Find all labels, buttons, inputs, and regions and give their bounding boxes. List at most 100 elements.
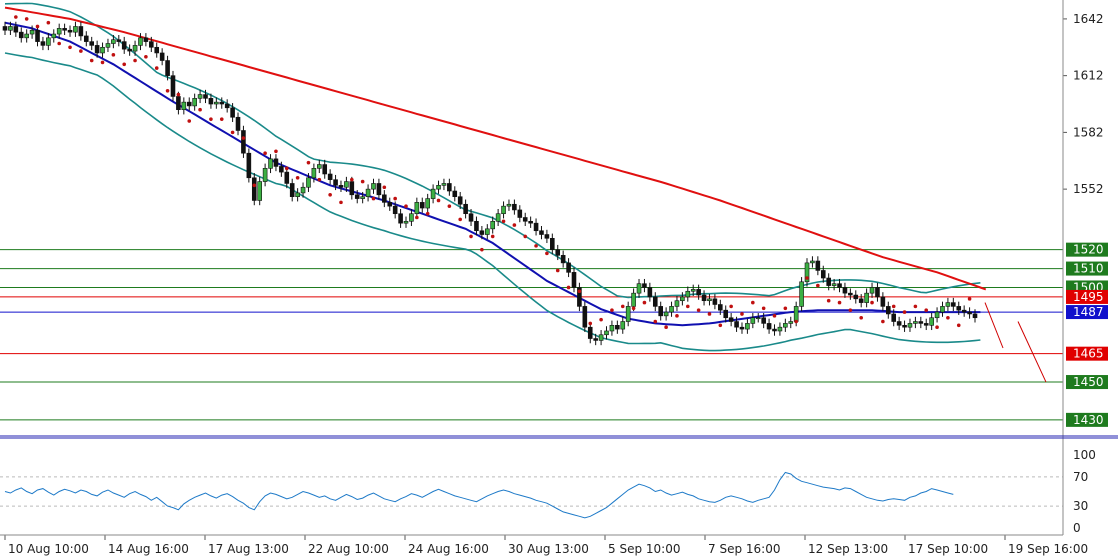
price-tick-label: 1582 — [1073, 125, 1104, 139]
sar-dot — [501, 219, 506, 224]
rsi-panel: 100 70 30 0 — [0, 448, 1096, 535]
candle-body — [961, 309, 967, 313]
sar-dot — [924, 308, 929, 312]
price-tick-label: 1612 — [1073, 69, 1104, 83]
candle-body — [495, 213, 501, 222]
candle-body — [598, 334, 604, 341]
candle-body — [734, 321, 739, 328]
candle-body — [246, 152, 252, 179]
candle-body — [317, 164, 322, 169]
candle-body — [165, 60, 170, 76]
candle-body — [414, 202, 420, 215]
sar-dot — [685, 304, 690, 309]
sar-dot — [675, 314, 679, 318]
candle-body — [105, 43, 111, 48]
candle-body — [224, 103, 230, 109]
sar-dot — [783, 306, 788, 311]
candle-body — [474, 220, 479, 232]
candle-body — [544, 234, 550, 239]
projection-line — [984, 302, 1004, 349]
candle-body — [262, 168, 268, 182]
candle-body — [8, 26, 13, 31]
sar-dot — [848, 308, 853, 312]
candle-body — [951, 302, 956, 307]
candle-body — [387, 202, 393, 207]
sar-dot — [469, 234, 473, 239]
sar-dot — [599, 317, 603, 322]
candle-body — [680, 296, 685, 302]
candle-body — [83, 35, 89, 42]
sar-dot — [328, 193, 332, 197]
candle-body — [170, 75, 176, 97]
candle-body — [273, 158, 279, 167]
candle-body — [116, 39, 122, 42]
sar-dot — [46, 20, 51, 25]
candle-body — [192, 98, 197, 107]
candle-body — [327, 173, 333, 180]
candle-body — [902, 325, 907, 328]
candle-body — [268, 158, 273, 169]
sar-dot — [165, 88, 170, 93]
candle-body — [593, 338, 598, 341]
sar-dot — [241, 136, 246, 140]
sar-dot — [545, 251, 549, 256]
time-label: 10 Aug 10:00 — [8, 542, 89, 556]
sar-dot — [805, 276, 809, 280]
sar-dot — [555, 268, 560, 273]
sar-dot — [512, 223, 517, 227]
candle-body — [506, 203, 512, 207]
candle-body — [766, 323, 772, 330]
level-badge — [1066, 412, 1108, 427]
candle-body — [891, 313, 897, 322]
candle-body — [2, 26, 8, 31]
sar-dot — [870, 300, 874, 305]
candle-body — [419, 202, 425, 209]
candle-body — [73, 26, 78, 33]
sar-dot — [252, 183, 257, 188]
candle-body — [452, 190, 458, 197]
candle-body — [923, 323, 929, 326]
candle-body — [907, 323, 913, 328]
candle-body — [398, 213, 403, 224]
candle-body — [858, 298, 864, 303]
level-badge — [1066, 261, 1108, 276]
candle-body — [642, 283, 647, 288]
level-label: 1520 — [1073, 243, 1104, 257]
sar-dot — [230, 130, 235, 135]
candle-body — [306, 177, 311, 188]
sar-dot — [371, 196, 376, 201]
candle-body — [230, 107, 235, 118]
candle-body — [463, 203, 468, 215]
ma-blue-line — [4, 21, 981, 327]
candle-body — [582, 306, 588, 328]
candle-body — [121, 41, 127, 50]
price-panel: 1642161215821552152015101500149514871465… — [0, 2, 1108, 427]
candle-body — [772, 328, 777, 332]
price-tick-label: 1642 — [1073, 12, 1104, 26]
candle-body — [279, 166, 284, 173]
candle-body — [528, 220, 533, 224]
candle-body — [739, 326, 745, 330]
sar-dot — [631, 306, 636, 311]
rsi-tick-label: 30 — [1073, 499, 1088, 513]
candle-body — [300, 186, 306, 194]
candle-body — [842, 287, 848, 294]
candle-body — [29, 29, 35, 35]
sar-dot — [415, 215, 419, 220]
level-label: 1465 — [1073, 347, 1104, 361]
candle-body — [940, 306, 945, 313]
candle-body — [203, 94, 208, 99]
sar-dot — [913, 304, 918, 309]
rsi-tick-label: 70 — [1073, 470, 1088, 484]
candle-body — [132, 45, 138, 52]
sar-dot — [859, 315, 864, 320]
time-label: 7 Sep 16:00 — [708, 542, 780, 556]
candle-body — [235, 116, 241, 131]
sar-dot — [209, 117, 213, 121]
sar-dot — [360, 179, 365, 184]
sar-dot — [198, 107, 202, 112]
candle-body — [609, 325, 615, 332]
candle-body — [100, 46, 105, 54]
sar-dot — [144, 54, 148, 59]
candle-body — [566, 262, 571, 273]
